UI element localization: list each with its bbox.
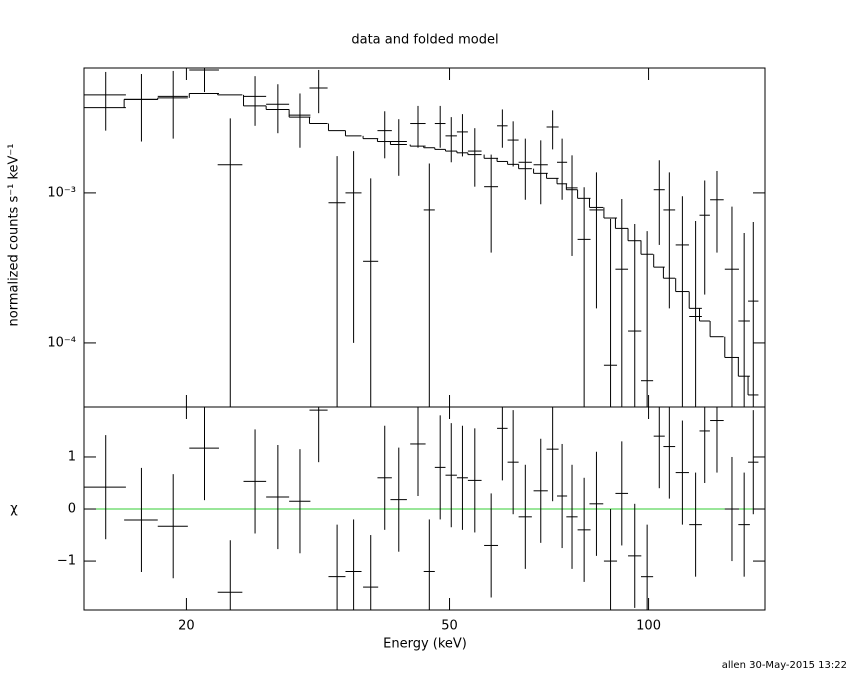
x-axis-label: Energy (keV) bbox=[383, 637, 467, 652]
y-tick-label: 10⁻⁴ bbox=[47, 335, 76, 350]
residual-panel bbox=[84, 407, 765, 610]
x-tick-label: 100 bbox=[636, 619, 661, 634]
top-frame bbox=[83, 67, 766, 408]
y-tick-label: 1 bbox=[68, 449, 76, 464]
y-tick-label: −1 bbox=[57, 554, 76, 569]
y-tick-label: 0 bbox=[68, 502, 76, 517]
data-panel bbox=[84, 68, 759, 407]
y-tick-label: 10⁻³ bbox=[47, 185, 76, 200]
chart-title: data and folded model bbox=[351, 33, 498, 48]
footer: allen 30-May-2015 13:22 bbox=[722, 660, 847, 671]
bottom-frame bbox=[83, 406, 766, 611]
y-axis-label: normalized counts s⁻¹ keV⁻¹ bbox=[7, 144, 22, 327]
x-tick-label: 50 bbox=[441, 619, 458, 634]
residual-axis-label: χ bbox=[10, 502, 18, 517]
x-tick-label: 20 bbox=[178, 619, 195, 634]
